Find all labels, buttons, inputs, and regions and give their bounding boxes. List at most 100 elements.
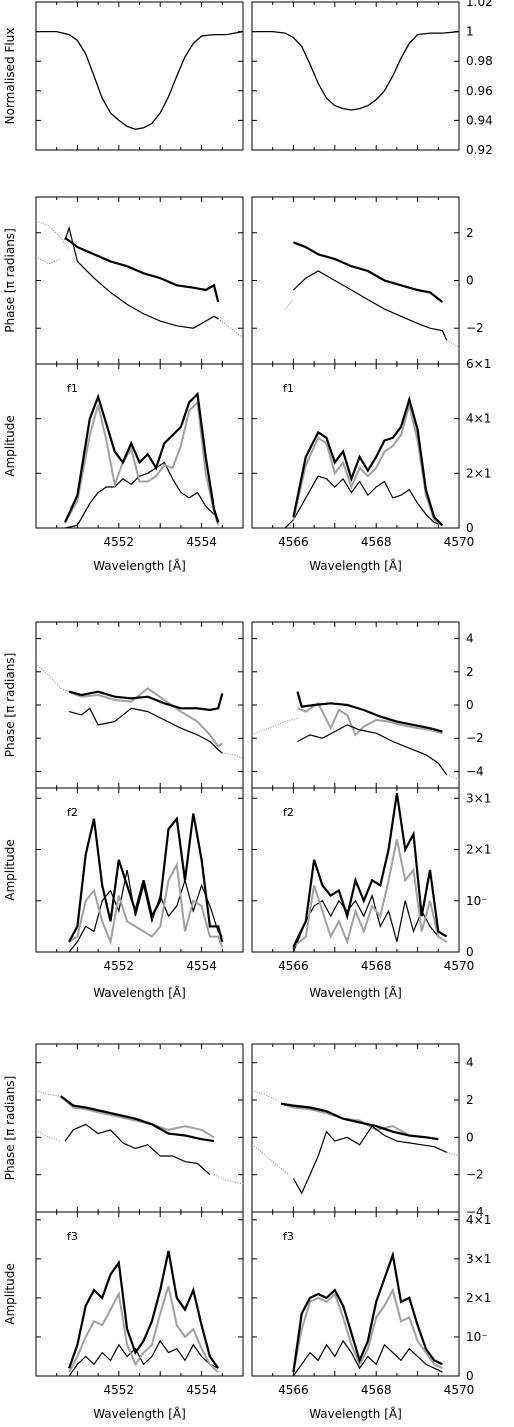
x-axis-label: Wavelength [Å] — [93, 985, 186, 1000]
amp-thick-line — [68, 1250, 220, 1369]
x-axis-label: Wavelength [Å] — [93, 1406, 186, 1421]
y-tick-label: 6×1 — [466, 357, 491, 371]
phase-dotted-line — [446, 1151, 459, 1157]
y-tick-label: 0 — [466, 945, 474, 959]
y-tick-label: 2×1 — [466, 1291, 491, 1305]
phase-dotted-line — [252, 1090, 278, 1101]
x-axis-label: Wavelength [Å] — [309, 558, 402, 573]
frequency-label: f2 — [283, 806, 294, 819]
phase-dotted-line — [36, 663, 70, 693]
y-tick-label: 10⁻ — [466, 894, 488, 908]
phase-panel-f3-right — [251, 1043, 460, 1213]
phase-dotted-line — [36, 220, 70, 250]
x-tick-label: 4568 — [361, 1383, 392, 1397]
phase-dotted-line — [222, 752, 243, 759]
phase-thin-line — [64, 1123, 211, 1176]
x-tick-label: 4570 — [444, 1383, 475, 1397]
phase-thin-line — [68, 707, 223, 754]
phase-thick-line — [64, 236, 220, 303]
x-tick-label: 4554 — [186, 1383, 217, 1397]
phase-axis-label: Phase [π radians] — [3, 653, 17, 758]
phase-grey-line — [68, 687, 223, 748]
amplitude-axis-label: Amplitude — [3, 1263, 17, 1325]
y-tick-label: 3×1 — [466, 1252, 491, 1266]
phase-dotted-line — [252, 1144, 290, 1176]
phase-dotted-line — [213, 1174, 243, 1185]
x-tick-label: 4566 — [278, 959, 309, 973]
phase-grey-line — [60, 1095, 215, 1139]
flux-axis-label: Normalised Flux — [3, 28, 17, 125]
y-tick-label: 2×1 — [466, 466, 491, 480]
phase-dotted-line — [36, 1129, 61, 1142]
y-tick-label: −4 — [466, 1205, 484, 1219]
x-axis-label: Wavelength [Å] — [309, 985, 402, 1000]
frequency-label: f3 — [283, 1230, 294, 1243]
y-tick-label: 0 — [466, 521, 474, 535]
phase-thick-line — [293, 241, 444, 303]
phase-dotted-line — [446, 339, 459, 348]
x-tick-label: 4570 — [444, 959, 475, 973]
phase-panel-f1-left — [35, 196, 244, 365]
y-tick-label: 0 — [466, 1369, 474, 1383]
y-tick-label: 0.94 — [466, 113, 493, 127]
amplitude-axis-label: Amplitude — [3, 415, 17, 477]
phase-thick-line — [296, 691, 443, 733]
phase-dotted-line — [446, 774, 459, 781]
frequency-label: f2 — [67, 806, 78, 819]
x-tick-label: 4570 — [444, 535, 475, 549]
amp-thick-line — [292, 1250, 443, 1373]
x-tick-label: 4552 — [104, 959, 135, 973]
y-tick-label: −2 — [466, 1168, 484, 1182]
y-tick-label: 0.98 — [466, 54, 493, 68]
amp-grey-line — [68, 1285, 219, 1373]
x-axis-label: Wavelength [Å] — [309, 1406, 402, 1421]
y-tick-label: 4 — [466, 1056, 474, 1070]
y-tick-label: 2 — [466, 1093, 474, 1107]
y-tick-label: 0 — [466, 698, 474, 712]
phase-dotted-line — [252, 717, 298, 736]
amplitude-axis-label: Amplitude — [3, 839, 17, 901]
y-tick-label: −2 — [466, 731, 484, 745]
flux-line-left — [36, 30, 243, 130]
x-tick-label: 4568 — [361, 535, 392, 549]
phase-axis-label: Phase [π radians] — [3, 1076, 17, 1181]
x-tick-label: 4568 — [361, 959, 392, 973]
amp-thick-line — [68, 813, 224, 943]
phase-thick-line — [68, 690, 224, 712]
amp-thin-line — [68, 869, 223, 952]
frequency-label: f1 — [283, 382, 294, 395]
x-tick-label: 4566 — [278, 535, 309, 549]
amp-thin-line — [292, 1339, 443, 1376]
y-tick-label: 0 — [466, 274, 474, 288]
amp-thin-line — [284, 475, 443, 528]
x-tick-label: 4554 — [186, 535, 217, 549]
y-tick-label: 10⁻ — [466, 1330, 488, 1344]
y-tick-label: −4 — [466, 764, 484, 778]
amp-grey-line — [292, 1287, 443, 1373]
frequency-label: f3 — [67, 1230, 78, 1243]
y-tick-label: 2 — [466, 665, 474, 679]
phase-thick-line — [280, 1102, 439, 1141]
y-tick-label: 0 — [466, 1130, 474, 1144]
y-tick-label: 2×1 — [466, 843, 491, 857]
phase-panel-f3-left — [35, 1043, 244, 1213]
amp-grey-line — [68, 861, 224, 948]
flux-panel-left — [35, 1, 244, 151]
y-tick-label: 3×1 — [466, 791, 491, 805]
y-tick-label: 2 — [466, 226, 474, 240]
flux-panel-right — [251, 1, 460, 151]
amp-thick-line — [63, 391, 220, 523]
y-tick-label: 1 — [466, 25, 474, 39]
phase-dotted-line — [36, 1090, 61, 1097]
phase-dotted-line — [36, 256, 61, 265]
phase-thin-line — [292, 270, 448, 341]
y-tick-label: 4×1 — [466, 412, 491, 426]
x-axis-label: Wavelength [Å] — [93, 558, 186, 573]
amp-thick-line — [292, 395, 444, 527]
phase-thin-line — [292, 1125, 447, 1195]
amp-thin-line — [64, 461, 219, 528]
x-tick-label: 4552 — [104, 1383, 135, 1397]
y-tick-label: 0.92 — [466, 143, 493, 157]
frequency-label: f1 — [67, 382, 78, 395]
